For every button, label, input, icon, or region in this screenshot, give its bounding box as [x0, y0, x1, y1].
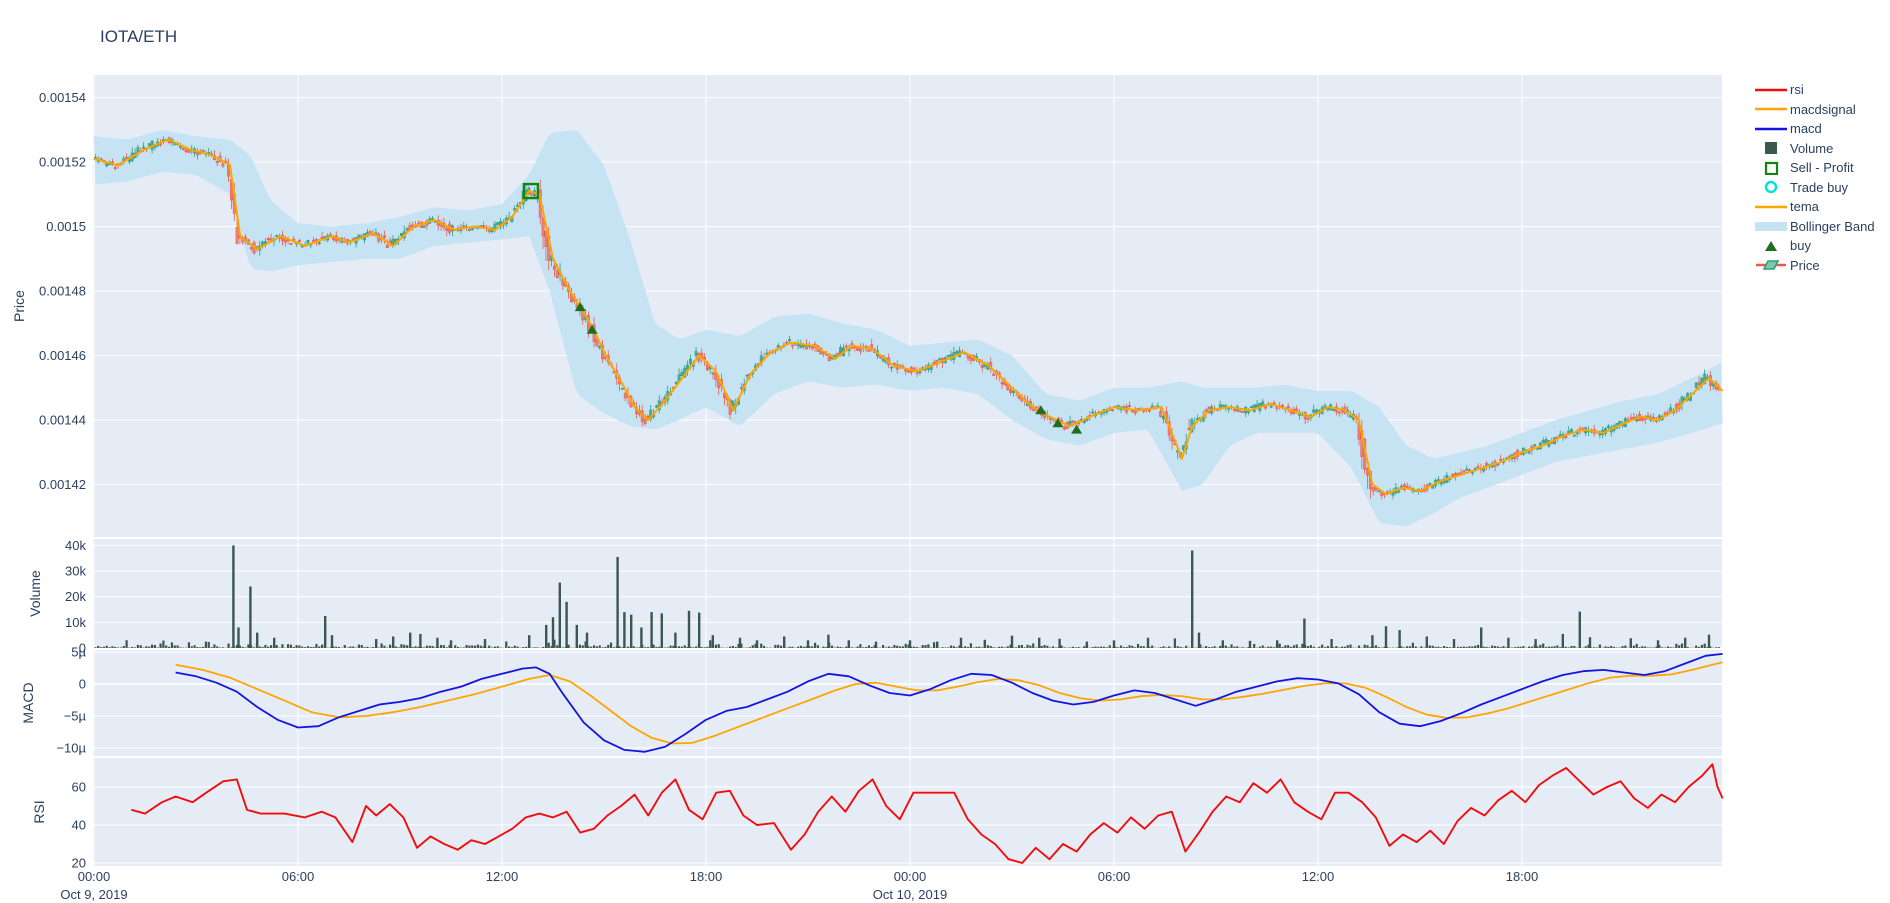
svg-text:40: 40 [72, 818, 86, 833]
legend-label-sell-profit: Sell - Profit [1790, 160, 1854, 176]
buy-legend-symbol [1752, 239, 1790, 253]
legend-item-trade-buy[interactable]: Trade buy [1752, 178, 1875, 198]
svg-text:0.0015: 0.0015 [46, 219, 86, 234]
buy-markers [574, 302, 1083, 434]
svg-text:Oct 10, 2019: Oct 10, 2019 [873, 887, 947, 902]
macdsignal-line [175, 661, 1723, 745]
rsi-line [131, 763, 1724, 864]
svg-text:0: 0 [79, 677, 86, 692]
axis-title-volume: Volume [27, 570, 43, 617]
bollinger-band [94, 130, 1723, 527]
volume-bars [94, 545, 1720, 648]
legend-item-price[interactable]: Price [1752, 256, 1875, 276]
legend-label-macdsignal: macdsignal [1790, 101, 1856, 117]
svg-text:0: 0 [79, 641, 86, 656]
legend-item-bollinger[interactable]: Bollinger Band [1752, 217, 1875, 237]
svg-text:00:00: 00:00 [894, 869, 927, 884]
axis-title-rsi: RSI [31, 800, 47, 823]
gridlines [93, 75, 1722, 866]
chart-title: IOTA/ETH [100, 27, 178, 46]
tema-line [93, 138, 1724, 496]
svg-text:0.00154: 0.00154 [39, 90, 86, 105]
svg-text:0.00142: 0.00142 [39, 477, 86, 492]
axis-tick-labels: 0.00154 0.00152 0.0015 0.00148 0.00146 0.0014… [39, 90, 1538, 902]
legend-item-rsi[interactable]: rsi [1752, 80, 1875, 100]
bollinger-legend-symbol [1752, 220, 1790, 232]
svg-text:20k: 20k [65, 589, 86, 604]
trade-buy-legend-symbol [1752, 180, 1790, 194]
svg-text:12:00: 12:00 [486, 869, 519, 884]
volume-legend-symbol [1752, 141, 1790, 155]
svg-text:0.00146: 0.00146 [39, 348, 86, 363]
axis-title-macd: MACD [20, 682, 36, 723]
svg-text:40k: 40k [65, 538, 86, 553]
svg-text:06:00: 06:00 [282, 869, 315, 884]
legend-item-volume[interactable]: Volume [1752, 139, 1875, 159]
legend-item-macd[interactable]: macd [1752, 119, 1875, 139]
svg-text:0.00148: 0.00148 [39, 284, 86, 299]
legend-item-tema[interactable]: tema [1752, 197, 1875, 217]
legend-label-buy: buy [1790, 238, 1811, 254]
svg-text:Oct 9, 2019: Oct 9, 2019 [60, 887, 127, 902]
sell-profit-marker [522, 182, 540, 200]
legend-label-bollinger: Bollinger Band [1790, 218, 1875, 234]
sell-profit-legend-symbol [1752, 161, 1790, 175]
svg-text:10k: 10k [65, 615, 86, 630]
legend-label-price: Price [1790, 257, 1820, 273]
axis-title-price: Price [11, 290, 27, 322]
legend-label-rsi: rsi [1790, 82, 1804, 98]
legend-item-sell-profit[interactable]: Sell - Profit [1752, 158, 1875, 178]
legend-label-trade-buy: Trade buy [1790, 179, 1849, 195]
price-legend-symbol [1752, 257, 1790, 273]
legend-item-macdsignal[interactable]: macdsignal [1752, 100, 1875, 120]
svg-text:00:00: 00:00 [78, 869, 111, 884]
svg-text:5µ: 5µ [71, 645, 86, 660]
macd-legend-symbol [1752, 123, 1790, 135]
rsi-legend-symbol [1752, 84, 1790, 96]
legend-label-macd: macd [1790, 121, 1822, 137]
legend-label-tema: tema [1790, 199, 1819, 215]
tema-legend-symbol [1752, 201, 1790, 213]
legend-label-volume: Volume [1790, 140, 1834, 156]
legend-item-buy[interactable]: buy [1752, 236, 1875, 256]
macd-line [175, 653, 1723, 753]
svg-text:60: 60 [72, 780, 86, 795]
svg-text:18:00: 18:00 [690, 869, 723, 884]
macdsignal-legend-symbol [1752, 103, 1790, 115]
svg-text:06:00: 06:00 [1098, 869, 1131, 884]
svg-text:−5µ: −5µ [64, 709, 87, 724]
svg-text:30k: 30k [65, 564, 86, 579]
svg-text:0.00152: 0.00152 [39, 155, 86, 170]
svg-text:−10µ: −10µ [56, 741, 86, 756]
svg-text:18:00: 18:00 [1506, 869, 1539, 884]
svg-text:20: 20 [72, 856, 86, 871]
svg-text:12:00: 12:00 [1302, 869, 1335, 884]
svg-text:0.00144: 0.00144 [39, 412, 86, 427]
legend: rsi macdsignal macd Volume Sell - Profit Trad… [1752, 80, 1875, 275]
